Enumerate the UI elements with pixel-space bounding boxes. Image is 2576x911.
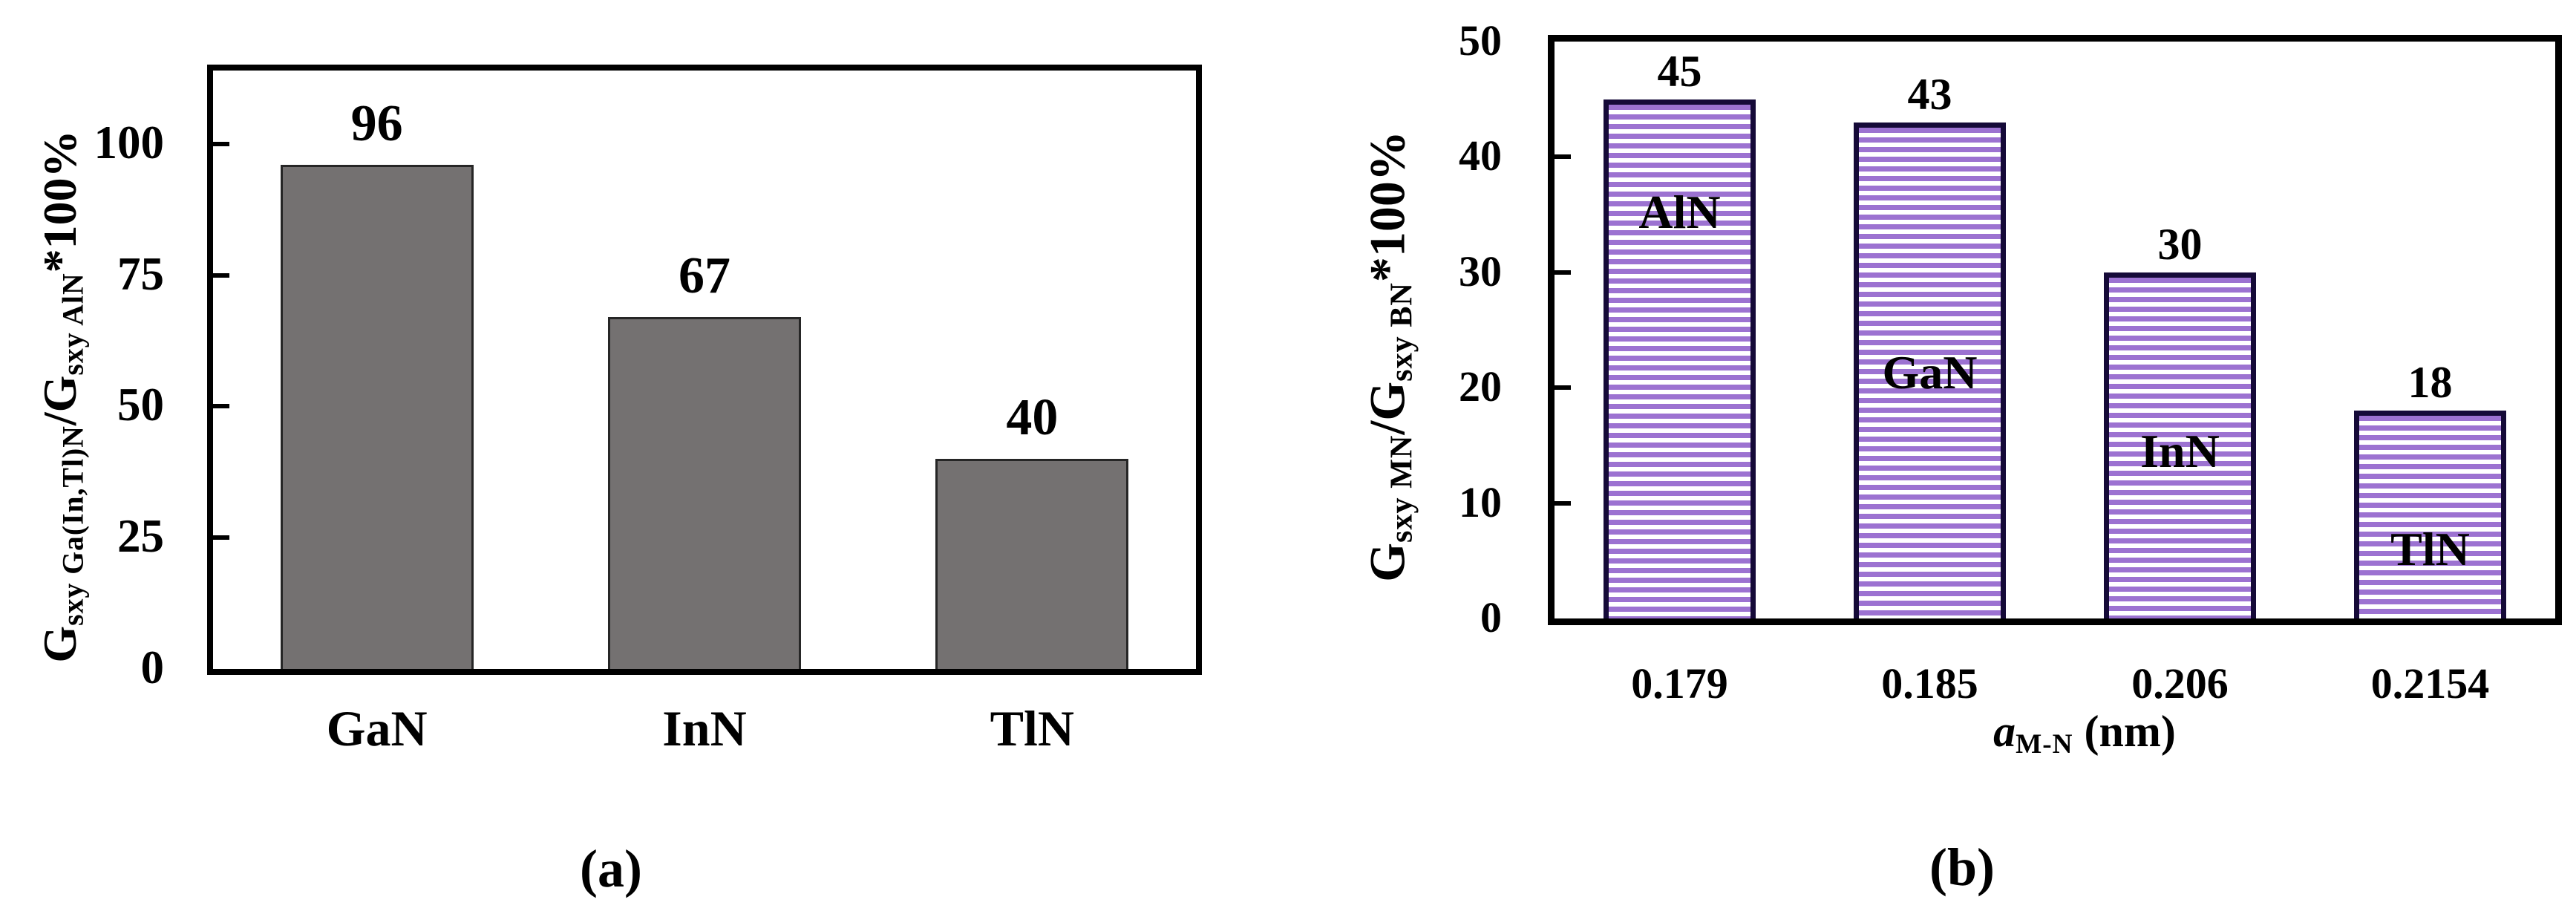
y-tick-label-50: 50: [117, 379, 164, 431]
y-tick-75: [213, 272, 229, 278]
y-tick-10: [1555, 500, 1571, 506]
bar-InN: InN: [2104, 272, 2256, 618]
x-tick-label-0.206: 0.206: [2131, 659, 2229, 708]
chart-a-caption: (a): [580, 839, 642, 898]
chart-b-ylabel-g1: G: [1359, 542, 1416, 582]
x-tick-label-0.179: 0.179: [1631, 659, 1728, 708]
y-tick-25: [213, 535, 229, 541]
y-tick-label-20: 20: [1459, 362, 1502, 411]
chart-b-xlabel-tail: (nm): [2073, 706, 2176, 756]
bar-name-label-InN: InN: [2140, 424, 2220, 477]
bar-name-label-TlN: TlN: [2390, 523, 2470, 576]
chart-b: AlN 45 GaN 43 InN 30 TlN 18 0 10 20 30 40 50 0.179 0.1…: [1459, 19, 2562, 705]
bar-name-label-GaN: GaN: [1882, 346, 1978, 399]
bar-name-label-AlN: AlN: [1638, 186, 1721, 239]
y-tick-label-0: 0: [1480, 592, 1502, 641]
y-tick-label-25: 25: [117, 510, 164, 563]
bar-InN: [608, 317, 801, 669]
chart-a: 96 67 40 0 25 50 75 100 GaN InN TlN: [94, 65, 1202, 754]
x-tick-label-InN: InN: [662, 700, 747, 757]
bar-AlN: AlN: [1604, 99, 1756, 618]
y-tick-label-0: 0: [140, 641, 165, 694]
bar-TlN: TlN: [2354, 411, 2506, 618]
chart-b-x-axis-title: aM-N (nm): [1993, 709, 2176, 758]
chart-a-plot-area: 96 67 40: [207, 65, 1202, 675]
chart-b-xlabel-var: a: [1993, 706, 2016, 756]
y-tick-label-100: 100: [94, 117, 165, 169]
bar-value-label-TlN: 18: [2407, 358, 2453, 408]
x-tick-label-0.185: 0.185: [1881, 659, 1978, 708]
bar-value-label-TlN: 40: [1006, 389, 1059, 447]
y-tick-label-30: 30: [1459, 246, 1502, 295]
chart-b-plot-area: AlN 45 GaN 43 InN 30 TlN 18: [1548, 35, 2562, 625]
y-tick-20: [1555, 385, 1571, 391]
bar-value-label-InN: 67: [679, 247, 730, 305]
x-tick-label-0.2154: 0.2154: [2370, 659, 2490, 708]
chart-b-caption: (b): [1929, 837, 1995, 897]
y-tick-30: [1555, 270, 1571, 275]
bar-GaN: [280, 165, 474, 669]
bar-value-label-InN: 30: [2157, 219, 2203, 269]
x-tick-label-TlN: TlN: [990, 700, 1075, 757]
y-tick-40: [1555, 154, 1571, 160]
y-tick-label-75: 75: [117, 247, 164, 300]
y-tick-50: [213, 404, 229, 409]
chart-b-xlabel-sub: M-N: [2016, 728, 2073, 760]
y-tick-label-40: 40: [1459, 131, 1502, 180]
bar-GaN: GaN: [1854, 122, 2006, 618]
bar-value-label-GaN: 96: [350, 95, 403, 153]
bar-value-label-GaN: 43: [1907, 69, 1952, 119]
bar-value-label-AlN: 45: [1657, 46, 1702, 96]
y-tick-label-50: 50: [1459, 16, 1502, 65]
y-tick-label-10: 10: [1459, 477, 1502, 526]
bar-TlN: [935, 459, 1129, 669]
y-tick-100: [213, 141, 229, 146]
x-tick-label-GaN: GaN: [326, 700, 428, 757]
